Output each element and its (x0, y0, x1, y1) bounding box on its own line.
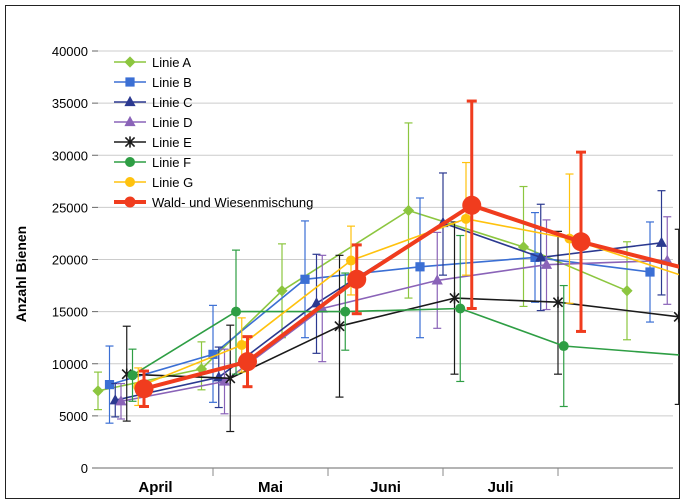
series-4 (115, 216, 673, 420)
triangle-marker (655, 236, 668, 247)
star-marker (449, 292, 460, 304)
circle-marker (346, 255, 356, 266)
star-marker (552, 296, 564, 308)
triangle-marker (540, 258, 553, 269)
circle-marker (127, 370, 138, 381)
star-marker (124, 136, 136, 148)
legend-label: Linie G (152, 175, 193, 190)
series-markers (92, 204, 633, 397)
diamond-marker (621, 285, 633, 297)
series-markers (115, 254, 673, 406)
legend-label: Linie A (152, 55, 191, 70)
error-bars (122, 221, 683, 433)
triangle-marker (115, 395, 127, 406)
diamond-marker (195, 363, 208, 375)
legend-label: Linie F (152, 155, 191, 170)
legend-item: Linie C (114, 95, 192, 110)
star-marker (225, 372, 236, 384)
circle-marker (558, 341, 569, 352)
large-circle-marker (571, 232, 591, 252)
y-tick-label: 40000 (52, 44, 88, 59)
y-axis-title: Anzahl Bienen (13, 226, 29, 322)
diamond-marker (276, 285, 288, 297)
diamond-marker (402, 204, 415, 217)
large-circle-marker (238, 352, 257, 372)
y-tick-label: 0 (81, 461, 88, 476)
series-markers (127, 303, 685, 381)
y-tick-label: 25000 (52, 200, 88, 215)
series-8 (134, 99, 685, 408)
triangle-marker (431, 274, 443, 285)
triangle-marker (124, 115, 136, 127)
square-marker (645, 267, 655, 277)
large-circle-marker (347, 269, 367, 289)
chart-frame: 0 5000 10000 15000 20000 25000 30000 35000 40000… (5, 5, 685, 499)
square-marker (300, 274, 310, 284)
legend: Linie A Linie B Linie C Linie D Linie E Linie… (114, 55, 313, 210)
circle-marker (125, 157, 135, 167)
diamond-marker (124, 56, 136, 68)
series-markers (104, 252, 655, 390)
circle-marker (340, 306, 351, 317)
legend-item: Linie F (114, 155, 191, 170)
triangle-marker (218, 375, 231, 386)
x-tick-label: Mai (258, 479, 283, 496)
triangle-marker (213, 371, 225, 382)
series-layer (92, 99, 685, 433)
legend-label: Wald- und Wiesenmischung (152, 195, 313, 210)
series-line (132, 307, 685, 376)
series-line (120, 259, 668, 403)
y-tick-label: 10000 (52, 357, 88, 372)
legend-item: Linie E (114, 135, 192, 150)
circle-marker (461, 213, 471, 224)
triangle-marker (535, 251, 547, 262)
x-tick-label: Juli (488, 479, 514, 496)
y-tick-label: 5000 (59, 409, 88, 424)
large-circle-marker (462, 195, 482, 215)
y-tick-label: 15000 (52, 305, 88, 320)
series-line (143, 203, 685, 391)
circle-marker (125, 177, 135, 187)
y-tick-label: 30000 (52, 148, 88, 163)
x-axis: April Mai Juni Juli (98, 467, 673, 496)
square-marker (530, 252, 540, 263)
legend-item: Linie A (114, 55, 191, 70)
large-circle-marker (124, 196, 136, 208)
legend-item: Wald- und Wiesenmischung (114, 195, 313, 210)
legend-label: Linie D (152, 115, 192, 130)
legend-label: Linie E (152, 135, 192, 150)
square-marker (415, 262, 425, 272)
square-marker (125, 77, 135, 87)
legend-label: Linie B (152, 75, 192, 90)
legend-item: Linie G (114, 175, 193, 190)
series-markers (134, 195, 591, 399)
star-marker (334, 320, 345, 332)
circle-marker (455, 303, 466, 314)
x-tick-label: Juni (370, 479, 401, 496)
y-tick-label: 20000 (52, 253, 88, 268)
diamond-marker (92, 385, 104, 397)
circle-marker (231, 306, 241, 317)
legend-label: Linie C (152, 95, 192, 110)
series-line (126, 297, 679, 380)
legend-item: Linie B (114, 75, 192, 90)
square-marker (208, 349, 218, 359)
y-axis: 0 5000 10000 15000 20000 25000 30000 35000 40000 (52, 44, 98, 476)
large-circle-marker (134, 379, 154, 399)
legend-item: Linie D (114, 115, 192, 130)
circle-marker (236, 339, 247, 350)
square-marker (104, 380, 115, 390)
line-chart: 0 5000 10000 15000 20000 25000 30000 35000 40000… (13, 44, 685, 496)
x-tick-label: April (138, 479, 172, 496)
y-tick-label: 35000 (52, 96, 88, 111)
triangle-marker (310, 297, 323, 308)
triangle-marker (124, 95, 136, 107)
